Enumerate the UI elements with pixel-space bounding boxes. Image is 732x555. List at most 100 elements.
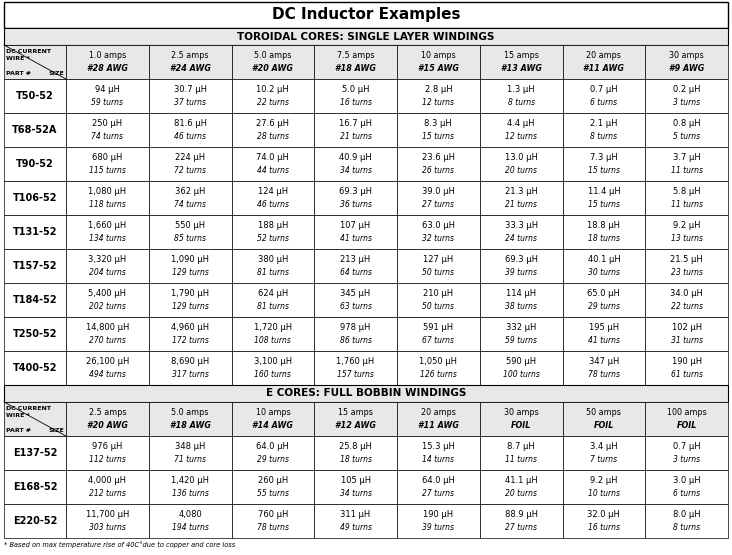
Bar (562, 504, 645, 538)
Text: 13 turns: 13 turns (671, 234, 703, 243)
Bar (645, 181, 728, 215)
Bar (149, 45, 231, 79)
Text: 5 turns: 5 turns (673, 132, 701, 140)
Text: 2.5 amps: 2.5 amps (171, 52, 209, 60)
Bar (562, 351, 645, 385)
Bar (149, 402, 231, 436)
Text: WIRE *: WIRE * (6, 56, 30, 61)
Bar (397, 470, 479, 504)
Text: 49 turns: 49 turns (340, 523, 372, 532)
Text: 107 μH: 107 μH (340, 221, 370, 230)
Text: 3 turns: 3 turns (673, 98, 701, 107)
Text: 26 turns: 26 turns (422, 165, 455, 175)
Text: 8 turns: 8 turns (673, 523, 701, 532)
Text: 55 turns: 55 turns (257, 488, 289, 498)
Bar (314, 249, 397, 283)
Text: 65.0 μH: 65.0 μH (588, 289, 620, 299)
Text: 250 μH: 250 μH (92, 119, 122, 128)
Text: #11 AWG: #11 AWG (418, 421, 459, 430)
Text: 1.3 μH: 1.3 μH (507, 85, 535, 94)
Bar (479, 113, 562, 147)
Text: 46 turns: 46 turns (174, 132, 206, 140)
Bar (645, 215, 728, 249)
Text: 362 μH: 362 μH (175, 188, 205, 196)
Bar (4, 351, 66, 385)
Text: 41.1 μH: 41.1 μH (505, 476, 537, 486)
Text: 11 turns: 11 turns (505, 455, 537, 463)
Text: 3,320 μH: 3,320 μH (89, 255, 127, 264)
Text: 88.9 μH: 88.9 μH (504, 511, 537, 519)
Text: 494 turns: 494 turns (89, 370, 126, 379)
Text: 976 μH: 976 μH (92, 442, 122, 451)
Text: 8 turns: 8 turns (590, 132, 617, 140)
Bar (149, 317, 231, 351)
Text: 41 turns: 41 turns (588, 336, 620, 345)
Text: 348 μH: 348 μH (175, 442, 205, 451)
Text: 10 amps: 10 amps (421, 52, 456, 60)
Bar (314, 283, 397, 317)
Text: 11 turns: 11 turns (671, 200, 703, 209)
Bar (4, 2, 728, 28)
Text: 0.7 μH: 0.7 μH (673, 442, 701, 451)
Text: 12 turns: 12 turns (505, 132, 537, 140)
Bar (231, 351, 314, 385)
Text: 71 turns: 71 turns (174, 455, 206, 463)
Text: 33.3 μH: 33.3 μH (504, 221, 538, 230)
Text: 44 turns: 44 turns (257, 165, 289, 175)
Bar (314, 215, 397, 249)
Bar (231, 181, 314, 215)
Text: 34.0 μH: 34.0 μH (671, 289, 703, 299)
Bar (231, 436, 314, 470)
Bar (149, 147, 231, 181)
Text: 3.7 μH: 3.7 μH (673, 153, 701, 163)
Text: 332 μH: 332 μH (506, 324, 537, 332)
Text: T131-52: T131-52 (12, 227, 57, 237)
Text: 4.4 μH: 4.4 μH (507, 119, 535, 128)
Text: #20 AWG: #20 AWG (87, 421, 128, 430)
Bar (149, 436, 231, 470)
Text: 32 turns: 32 turns (422, 234, 455, 243)
Text: 50 amps: 50 amps (586, 408, 621, 417)
Text: 115 turns: 115 turns (89, 165, 126, 175)
Bar (231, 402, 314, 436)
Text: 190 μH: 190 μH (423, 511, 453, 519)
Text: 15 amps: 15 amps (504, 52, 539, 60)
Text: 195 μH: 195 μH (589, 324, 619, 332)
Bar (479, 45, 562, 79)
Text: 39 turns: 39 turns (505, 268, 537, 276)
Text: 15 turns: 15 turns (588, 200, 620, 209)
Text: #24 AWG: #24 AWG (170, 64, 211, 73)
Bar (479, 215, 562, 249)
Bar (149, 283, 231, 317)
Text: 31 turns: 31 turns (671, 336, 703, 345)
Text: 2.1 μH: 2.1 μH (590, 119, 618, 128)
Bar (562, 215, 645, 249)
Bar (645, 283, 728, 317)
Text: 86 turns: 86 turns (340, 336, 372, 345)
Bar (562, 283, 645, 317)
Bar (149, 504, 231, 538)
Bar (4, 402, 66, 436)
Text: 59 turns: 59 turns (505, 336, 537, 345)
Text: 74 turns: 74 turns (92, 132, 124, 140)
Text: 5.0 amps: 5.0 amps (254, 52, 291, 60)
Text: 27.6 μH: 27.6 μH (256, 119, 289, 128)
Text: 3.0 μH: 3.0 μH (673, 476, 701, 486)
Text: 108 turns: 108 turns (255, 336, 291, 345)
Text: 13.0 μH: 13.0 μH (504, 153, 537, 163)
Text: 21.5 μH: 21.5 μH (671, 255, 703, 264)
Bar (4, 147, 66, 181)
Text: 41 turns: 41 turns (340, 234, 372, 243)
Text: 7.5 amps: 7.5 amps (337, 52, 374, 60)
Text: #18 AWG: #18 AWG (170, 421, 211, 430)
Bar (231, 317, 314, 351)
Text: 30.7 μH: 30.7 μH (173, 85, 206, 94)
Text: 0.7 μH: 0.7 μH (590, 85, 618, 94)
Bar (66, 504, 149, 538)
Bar (397, 181, 479, 215)
Text: 10 amps: 10 amps (255, 408, 291, 417)
Bar (645, 249, 728, 283)
Bar (4, 385, 728, 402)
Bar (645, 504, 728, 538)
Bar (645, 436, 728, 470)
